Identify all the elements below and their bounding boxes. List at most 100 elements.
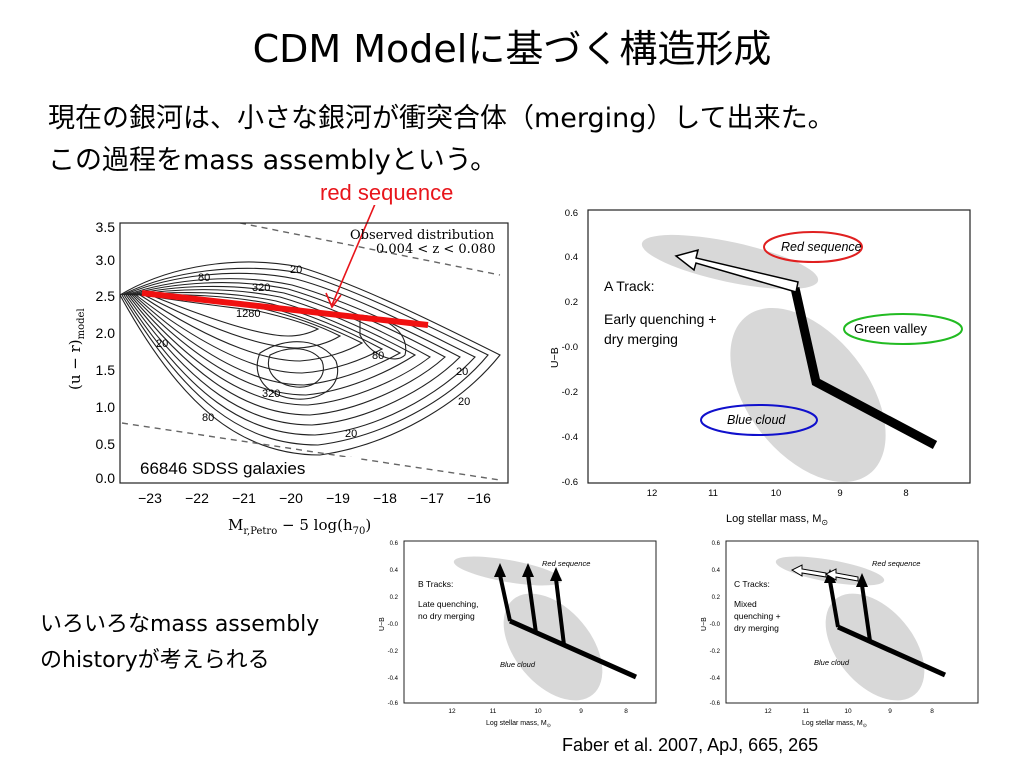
x-tick-label: −22: [185, 490, 209, 506]
a-blue-cloud-ring: [700, 404, 818, 436]
a-blue-cloud-ellipse: [730, 307, 886, 483]
a-x-tick: 9: [837, 488, 842, 499]
c-y-tick: 0.6: [712, 541, 721, 547]
contour-label: 20: [290, 264, 302, 276]
c-arrowhead: [856, 573, 868, 587]
b-y-tick: -0.0: [388, 622, 399, 628]
galaxies-label: 66846 SDSS galaxies: [140, 459, 305, 478]
y-tick-label: 0.5: [96, 436, 116, 452]
b-y-tick: 0.2: [390, 595, 399, 601]
c-y-tick: -0.2: [710, 649, 721, 655]
y-axis-title: (u − r)model: [66, 308, 87, 390]
c-y-tick: -0.4: [710, 676, 721, 682]
a-y-tick: 0.6: [565, 208, 578, 219]
a-y-tick: -0.6: [562, 477, 578, 488]
a-y-tick: 0.4: [565, 252, 578, 263]
b-y-tick: 0.6: [390, 541, 399, 547]
contour-lines: [120, 261, 501, 456]
a-green-valley-label: Green valley: [854, 321, 927, 336]
b-x-tick: 12: [448, 708, 456, 715]
contour-label: 320: [252, 282, 270, 294]
slide-title: CDM Modelに基づく構造形成: [252, 27, 772, 71]
y-tick-label: 3.0: [96, 252, 116, 268]
a-dry-merging-arrow: [674, 248, 799, 293]
red-sequence-arrow: [331, 205, 376, 306]
c-blue-cloud-ellipse: [825, 593, 925, 701]
subtitle-line-1: 現在の銀河は、小さな銀河が衝突合体（merging）して出来た。: [48, 103, 835, 134]
contour-label: 80: [202, 412, 214, 424]
y-tick-label: 2.0: [96, 325, 116, 341]
contour-label: 20: [156, 338, 168, 350]
b-track-path: [508, 618, 638, 680]
y-tick-label: 0.0: [96, 470, 116, 486]
lower-dashed-line: [121, 422, 501, 481]
x-tick-label: −23: [138, 490, 162, 506]
b-x-tick: 10: [534, 708, 542, 715]
a-y-tick: -0.4: [562, 432, 578, 443]
c-track-desc-1: Mixed: [734, 599, 757, 609]
x-tick-label: −21: [232, 490, 256, 506]
a-track-title: A Track:: [604, 278, 655, 294]
y-tick-label: 2.5: [96, 288, 116, 304]
b-arrowhead: [550, 567, 562, 581]
legend-line-1: Observed distribution: [350, 228, 495, 243]
a-track-desc-2: dry merging: [604, 331, 678, 347]
b-branch-1: [498, 574, 512, 622]
a-x-axis-title: Log stellar mass, M⊙: [726, 513, 828, 527]
b-x-tick: 9: [579, 708, 583, 715]
a-x-tick: 10: [771, 488, 782, 499]
b-x-tick: 11: [490, 708, 497, 715]
x-tick-label: −18: [373, 490, 397, 506]
c-track-desc-3: dry merging: [734, 623, 779, 633]
b-y-tick: 0.4: [390, 568, 399, 574]
red-sequence-line: [141, 290, 429, 328]
c-y-tick: 0.2: [712, 595, 721, 601]
a-track-path: [790, 287, 938, 449]
red-sequence-label: red sequence: [320, 180, 454, 205]
a-green-valley-ring: [843, 313, 963, 345]
sdss-plot-frame: [119, 222, 509, 484]
c-x-tick: 10: [844, 708, 852, 715]
c-dry-merging-arrow: [824, 568, 859, 582]
c-y-axis-title: U−B: [701, 617, 708, 631]
c-y-tick: -0.6: [710, 701, 721, 707]
y-tick-label: 1.0: [96, 399, 116, 415]
b-y-tick: -0.2: [388, 649, 399, 655]
c-x-axis-title: Log stellar mass, M⊙: [802, 720, 867, 729]
b-red-sequence-ellipse: [453, 556, 563, 586]
contour-label: 20: [345, 428, 357, 440]
caption-line-1: いろいろなmass assembly: [40, 612, 320, 637]
b-blue-cloud-label: Blue cloud: [500, 660, 536, 669]
b-track-desc-1: Late quenching,: [418, 599, 479, 609]
c-y-tick: 0.4: [712, 568, 721, 574]
c-red-sequence-label: Red sequence: [872, 559, 920, 568]
c-branch-1: [828, 580, 840, 628]
c-x-tick: 9: [888, 708, 892, 715]
contour-label: 1280: [236, 308, 260, 320]
contour-label: 80: [198, 272, 210, 284]
contour-label: 20: [458, 396, 470, 408]
b-arrowhead: [522, 563, 534, 577]
b-x-axis-title: Log stellar mass, M⊙: [486, 720, 551, 729]
b-x-tick: 8: [624, 708, 628, 715]
b-arrowhead: [494, 563, 506, 577]
x-tick-label: −20: [279, 490, 303, 506]
c-x-tick: 11: [803, 708, 810, 715]
a-x-tick: 11: [708, 488, 718, 499]
subtitle-line-2: この過程をmass assemblyという。: [48, 145, 498, 176]
b-blue-cloud-ellipse: [503, 593, 603, 701]
a-red-sequence-ellipse: [641, 234, 819, 290]
b-y-axis-title: U−B: [379, 617, 386, 631]
citation: Faber et al. 2007, ApJ, 665, 265: [562, 735, 819, 755]
c-x-tick: 12: [764, 708, 772, 715]
faber-b-tracks-plot: Red sequence Blue cloud B Tracks: Late q…: [379, 540, 657, 729]
x-tick-label: −17: [420, 490, 444, 506]
contour-label: 80: [372, 350, 384, 362]
b-y-tick: -0.6: [388, 701, 399, 707]
a-track-desc-1: Early quenching +: [604, 311, 716, 327]
c-track-title: C Tracks:: [734, 579, 770, 589]
a-red-sequence-label: Red sequence: [781, 240, 862, 254]
a-y-tick: -0.2: [562, 387, 578, 398]
x-tick-label: −16: [467, 490, 491, 506]
b-branch-2: [526, 574, 538, 634]
